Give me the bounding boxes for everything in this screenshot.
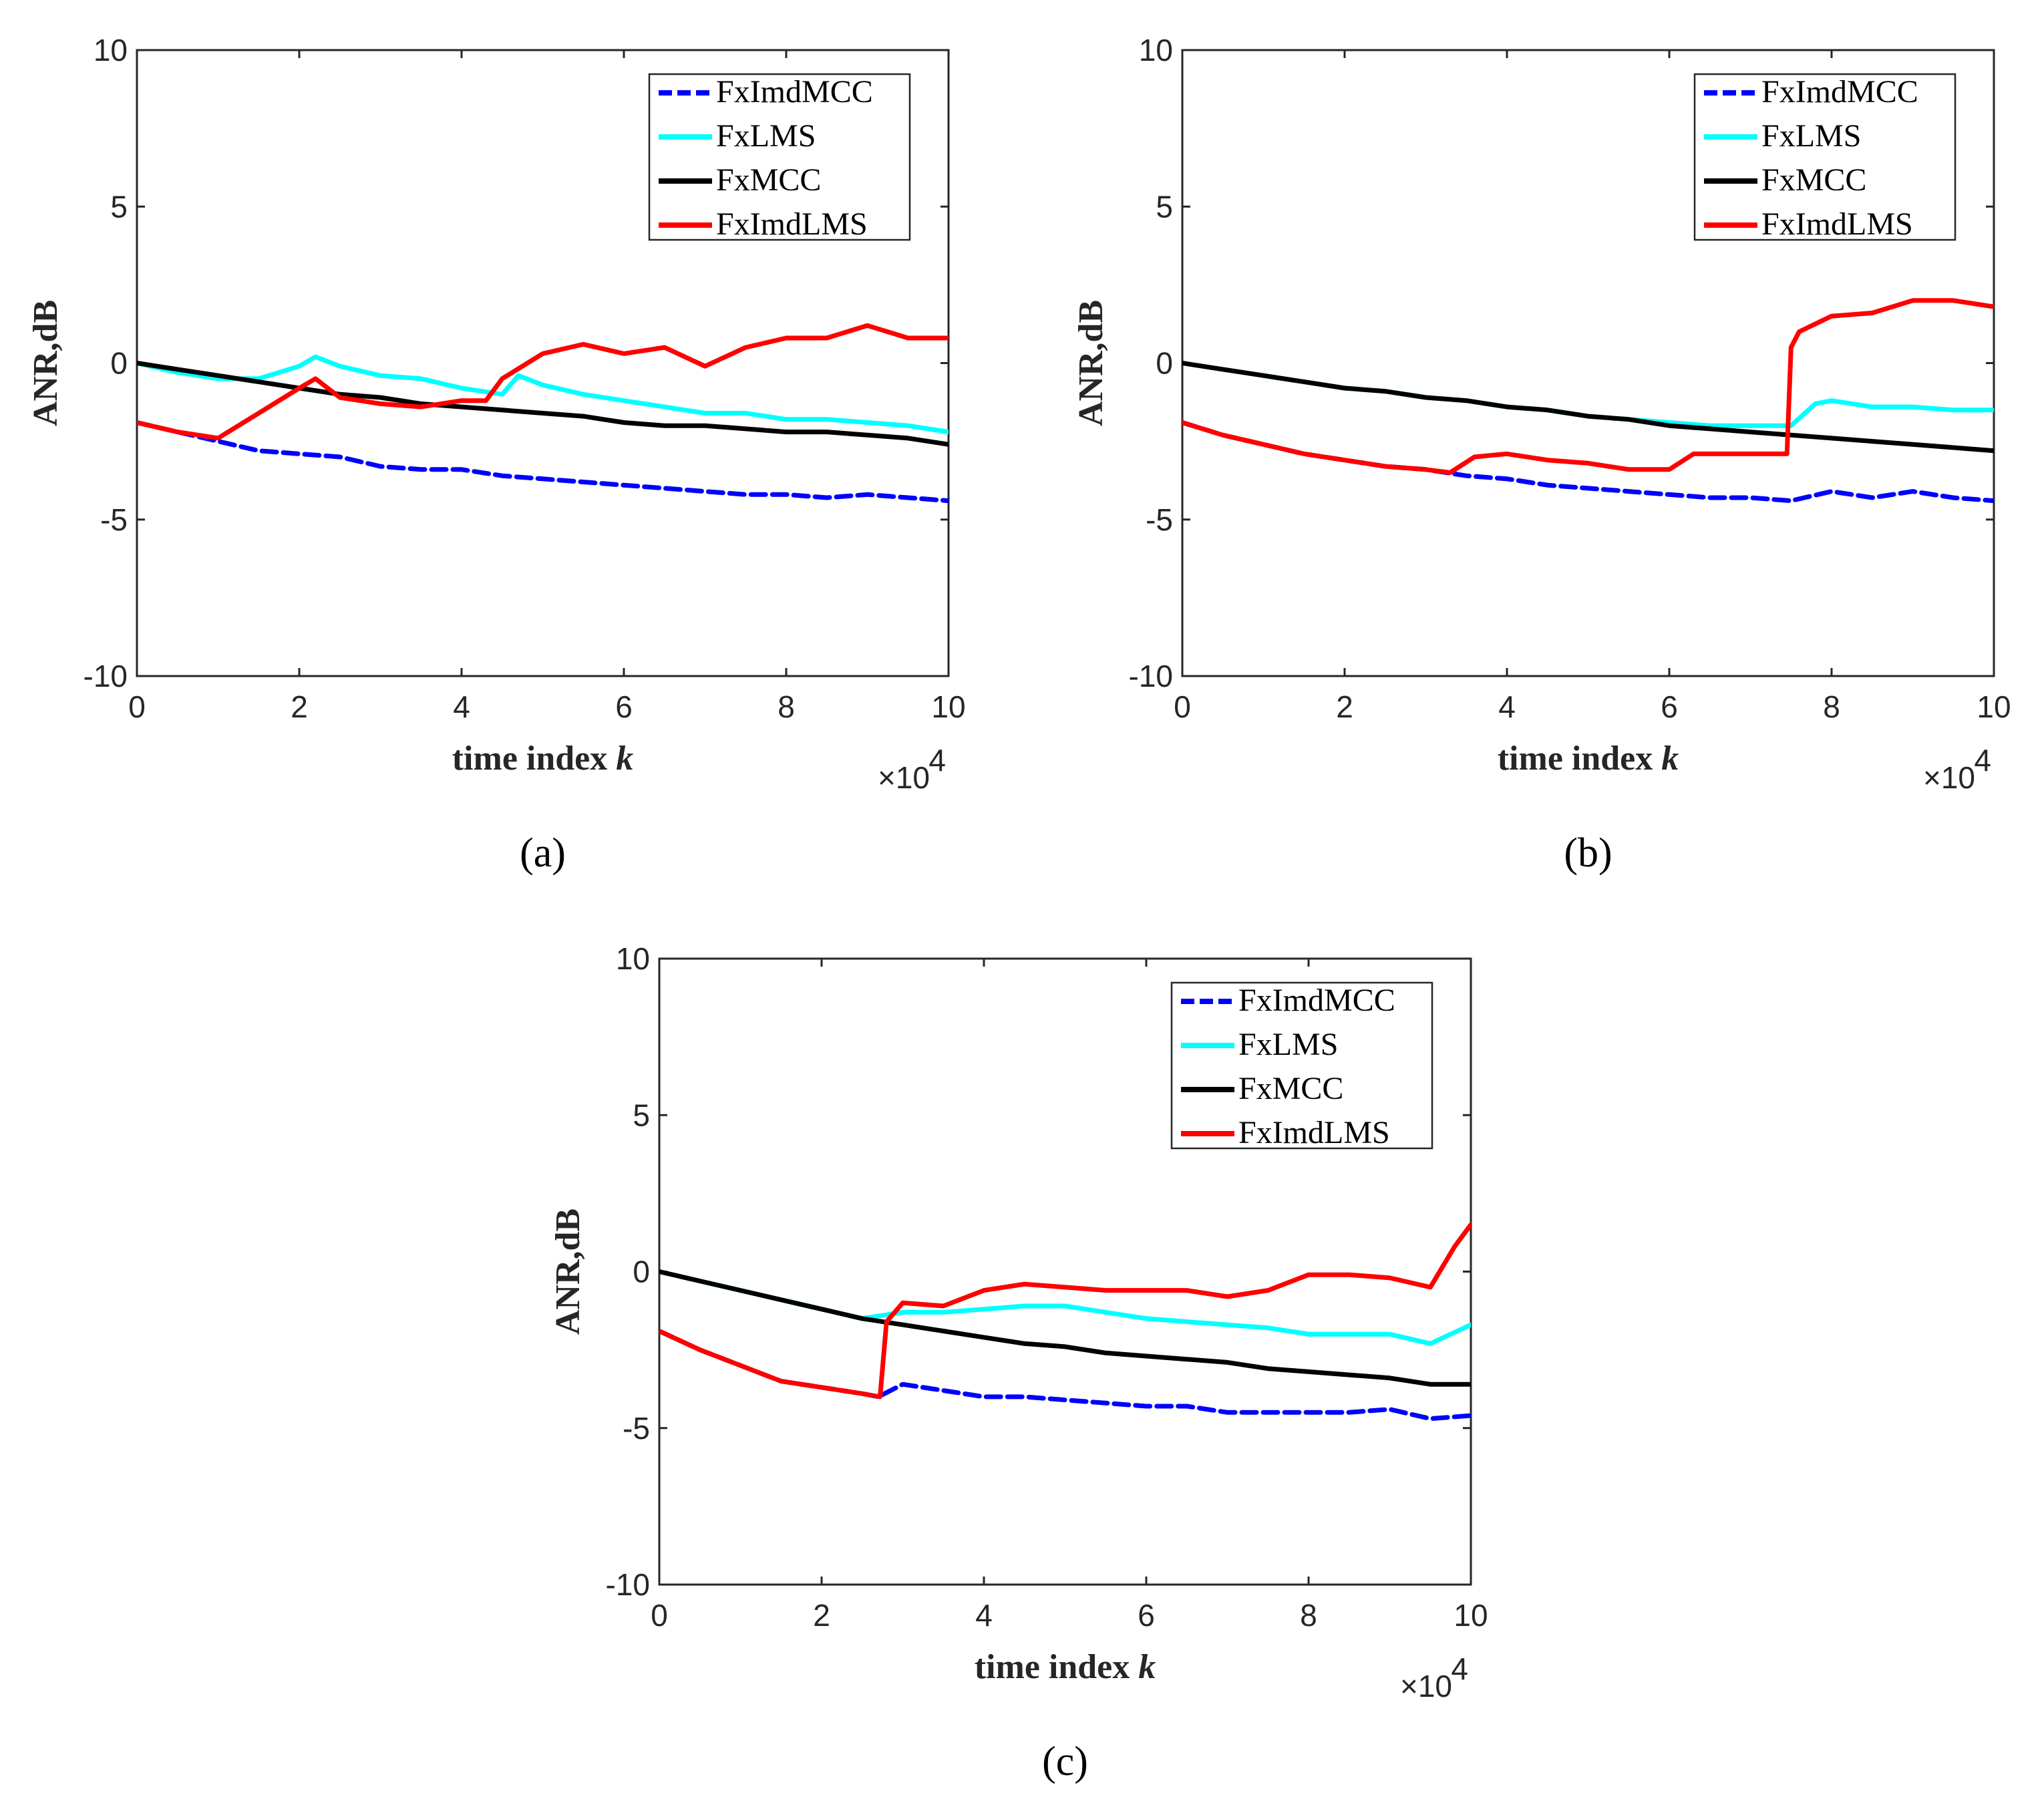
legend-entry-fximdlms: FxImdLMS — [1761, 206, 1913, 242]
legend-entry-fximdlms: FxImdLMS — [716, 206, 868, 242]
series-line-fxmcc — [137, 361, 949, 447]
y-tick-label: -10 — [83, 659, 128, 693]
y-tick-label: -10 — [1129, 659, 1173, 693]
x-tick-label: 2 — [1336, 689, 1353, 724]
x-tick-label: 8 — [1300, 1598, 1317, 1633]
y-tick-label: -10 — [606, 1567, 650, 1602]
x-tick-label: 10 — [1454, 1598, 1488, 1633]
y-tick-label: 10 — [1139, 33, 1173, 67]
legend: FxImdMCC FxLMS FxMCC FxImdLMS — [1693, 73, 1956, 242]
legend-entry-fxmcc: FxMCC — [1238, 1071, 1343, 1106]
y-tick-label: 10 — [94, 33, 128, 67]
y-tick-label: 5 — [1156, 189, 1173, 224]
x-tick-label: 2 — [291, 689, 308, 724]
series-line-fxmcc — [659, 1269, 1471, 1387]
legend-box — [648, 73, 911, 241]
series-group — [659, 1222, 1471, 1422]
x-axis-exponent-power: 4 — [1451, 1651, 1468, 1686]
y-axis-title: ANR,dB — [1072, 300, 1110, 426]
legend-entry-fximdlms: FxImdLMS — [1238, 1115, 1390, 1150]
series-line-fximdlms — [659, 1222, 1471, 1400]
series-group — [137, 323, 949, 504]
x-axis-exponent-power: 4 — [928, 743, 946, 778]
legend-box — [1170, 981, 1433, 1150]
legend-entry-fxlms: FxLMS — [716, 118, 816, 154]
legend-entry-fxlms: FxLMS — [1238, 1027, 1338, 1062]
x-tick-label: 4 — [975, 1598, 993, 1633]
x-tick-label: 0 — [128, 689, 146, 724]
legend-entry-fxmcc: FxMCC — [1761, 162, 1866, 198]
x-tick-label: 4 — [1498, 689, 1516, 724]
series-group — [1182, 298, 1994, 504]
x-axis-title: time index k — [975, 1648, 1156, 1686]
x-tick-label: 8 — [1823, 689, 1840, 724]
y-tick-label: 0 — [1156, 346, 1173, 381]
x-axis-exponent: ×10 — [1400, 1669, 1452, 1703]
x-tick-label: 8 — [778, 689, 795, 724]
y-axis-title: ANR,dB — [549, 1208, 587, 1335]
y-axis-title: ANR,dB — [27, 300, 65, 426]
x-tick-label: 6 — [1138, 1598, 1155, 1633]
x-tick-label: 10 — [931, 689, 965, 724]
x-axis-exponent: ×10 — [1923, 760, 1975, 795]
panel-label: (a) — [520, 830, 566, 876]
x-tick-label: 6 — [1661, 689, 1678, 724]
legend-box — [1693, 73, 1956, 241]
series-line-fximdlms — [137, 323, 949, 441]
x-tick-label: 4 — [453, 689, 470, 724]
legend-entry-fximdmcc: FxImdMCC — [1761, 74, 1918, 110]
legend-entry-fxmcc: FxMCC — [716, 162, 821, 198]
x-tick-label: 6 — [615, 689, 633, 724]
y-tick-label: -5 — [623, 1411, 650, 1446]
y-tick-label: 10 — [616, 941, 650, 976]
x-tick-label: 2 — [813, 1598, 830, 1633]
x-tick-label: 0 — [1174, 689, 1191, 724]
y-tick-label: 0 — [633, 1255, 650, 1289]
y-tick-label: -5 — [1146, 502, 1173, 537]
series-line-fxlms — [137, 354, 949, 435]
legend-entry-fximdmcc: FxImdMCC — [1238, 983, 1395, 1018]
legend-entry-fximdmcc: FxImdMCC — [716, 74, 873, 110]
y-tick-label: 5 — [110, 189, 128, 224]
x-tick-label: 0 — [651, 1598, 668, 1633]
panel-label: (b) — [1564, 830, 1612, 876]
x-axis-title: time index k — [1498, 740, 1679, 778]
y-tick-label: 0 — [110, 346, 128, 381]
series-line-fximdmcc — [137, 420, 949, 504]
y-tick-label: -5 — [100, 502, 128, 537]
legend-entry-fxlms: FxLMS — [1761, 118, 1861, 154]
x-tick-label: 10 — [1977, 689, 2011, 724]
series-line-fximdlms — [1182, 298, 1994, 475]
series-line-fxmcc — [1182, 361, 1994, 454]
x-axis-title: time index k — [452, 740, 634, 778]
legend: FxImdMCC FxLMS FxMCC FxImdLMS — [1170, 981, 1433, 1150]
legend: FxImdMCC FxLMS FxMCC FxImdLMS — [648, 73, 911, 242]
x-axis-exponent-power: 4 — [1974, 743, 1991, 778]
y-tick-label: 5 — [633, 1098, 650, 1132]
x-axis-exponent: ×10 — [878, 760, 930, 795]
panel-label: (c) — [1042, 1739, 1088, 1784]
